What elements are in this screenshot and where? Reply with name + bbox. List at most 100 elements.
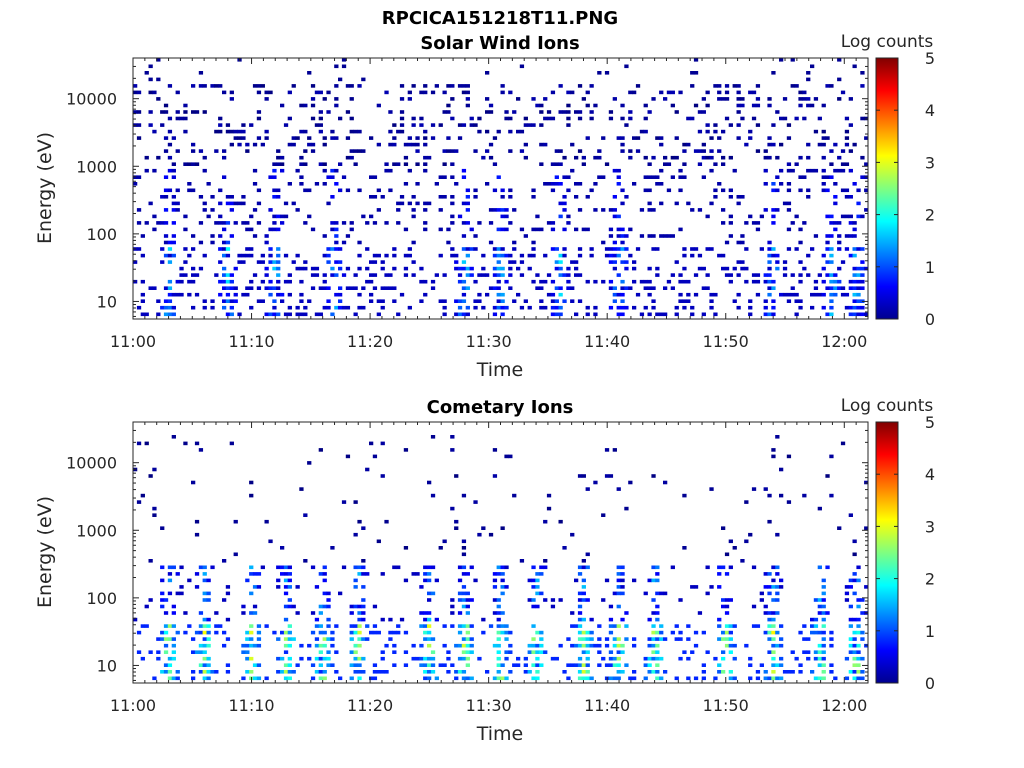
heatmap-cell <box>349 149 354 153</box>
heatmap-cell <box>218 624 223 628</box>
heatmap-cell <box>369 195 374 199</box>
heatmap-cell <box>473 234 478 238</box>
heatmap-cell <box>717 84 722 88</box>
heatmap-cell <box>736 260 741 264</box>
heatmap-cell <box>771 142 776 147</box>
heatmap-cell <box>287 656 292 661</box>
heatmap-cell <box>581 630 586 635</box>
heatmap-cell <box>519 64 525 69</box>
heatmap-cell <box>504 650 509 654</box>
heatmap-cell <box>821 253 826 258</box>
heatmap-cell <box>500 266 505 271</box>
heatmap-cell <box>651 643 656 648</box>
heatmap-cell <box>798 670 803 674</box>
heatmap-cell <box>461 234 467 238</box>
heatmap-cell <box>167 565 173 570</box>
heatmap-cell <box>465 201 470 206</box>
heatmap-cell <box>136 123 142 127</box>
heatmap-cell <box>810 305 815 310</box>
heatmap-cell <box>457 656 463 661</box>
heatmap-cell <box>512 663 517 667</box>
heatmap-cell <box>167 253 173 258</box>
heatmap-cell <box>852 630 857 635</box>
heatmap-cell <box>411 260 416 264</box>
heatmap-cell <box>163 149 169 153</box>
heatmap-cell <box>782 266 788 271</box>
heatmap-cell <box>392 136 397 140</box>
heatmap-cell <box>252 572 258 576</box>
heatmap-cell <box>276 670 281 674</box>
heatmap-cell <box>543 182 548 186</box>
heatmap-cell <box>349 624 354 628</box>
heatmap-cell <box>775 155 780 160</box>
heatmap-cell <box>597 624 602 628</box>
heatmap-cell <box>767 103 772 108</box>
heatmap-cell <box>465 208 470 212</box>
heatmap-cell <box>314 312 320 317</box>
heatmap-cell <box>252 273 258 277</box>
heatmap-cell <box>415 656 420 661</box>
heatmap-cell <box>577 299 583 303</box>
heatmap-cell <box>647 162 652 166</box>
heatmap-cell <box>535 676 540 681</box>
heatmap-cell <box>844 129 850 134</box>
heatmap-cell <box>837 97 842 101</box>
heatmap-cell <box>678 168 683 173</box>
heatmap-cell <box>345 454 351 459</box>
heatmap-cell <box>682 266 687 271</box>
heatmap-cell <box>314 182 320 186</box>
heatmap-cell <box>848 578 853 583</box>
heatmap-cell <box>280 292 285 297</box>
heatmap-cell <box>357 188 362 193</box>
heatmap-cell <box>214 129 219 134</box>
heatmap-cell <box>786 454 792 459</box>
heatmap-cell <box>829 286 834 290</box>
heatmap-cell <box>167 670 173 674</box>
heatmap-cell <box>419 585 424 589</box>
heatmap-cell <box>500 578 505 583</box>
heatmap-cell <box>856 279 861 284</box>
heatmap-cell <box>276 565 281 570</box>
heatmap-cell <box>825 188 830 193</box>
heatmap-cell <box>531 604 536 609</box>
heatmap-cell <box>500 188 505 193</box>
heatmap-cell <box>624 305 629 310</box>
heatmap-cell <box>461 624 467 628</box>
heatmap-cell <box>852 266 857 271</box>
heatmap-cell <box>813 279 819 284</box>
heatmap-cell <box>779 656 784 661</box>
heatmap-cell <box>446 656 451 661</box>
heatmap-cell <box>469 116 474 121</box>
heatmap-cell <box>175 110 180 114</box>
heatmap-cell <box>167 286 173 290</box>
heatmap-cell <box>728 273 733 277</box>
heatmap-cell <box>655 266 660 271</box>
heatmap-cell <box>763 611 768 615</box>
heatmap-cell <box>326 260 331 264</box>
heatmap-cell <box>276 227 281 232</box>
heatmap-cell <box>361 77 366 82</box>
heatmap-cell <box>249 227 254 232</box>
heatmap-cell <box>860 279 865 284</box>
heatmap-cell <box>233 136 238 140</box>
heatmap-cell <box>465 253 470 258</box>
heatmap-cell <box>690 208 695 212</box>
heatmap-cell <box>829 260 834 264</box>
heatmap-cell <box>481 617 486 622</box>
heatmap-cell <box>291 637 296 641</box>
heatmap-cell <box>597 71 602 75</box>
heatmap-cell <box>550 598 556 602</box>
heatmap-cell <box>678 656 683 661</box>
heatmap-cell <box>380 474 385 478</box>
heatmap-cell <box>322 670 327 674</box>
heatmap-cell <box>608 474 614 478</box>
heatmap-cell <box>202 572 207 576</box>
heatmap-cell <box>740 260 745 264</box>
heatmap-cell <box>423 168 428 173</box>
heatmap-cell <box>403 266 409 271</box>
heatmap-cell <box>771 650 776 654</box>
heatmap-cell <box>256 136 262 140</box>
heatmap-cell <box>608 650 614 654</box>
heatmap-cell <box>840 260 846 264</box>
heatmap-cell <box>709 201 714 206</box>
